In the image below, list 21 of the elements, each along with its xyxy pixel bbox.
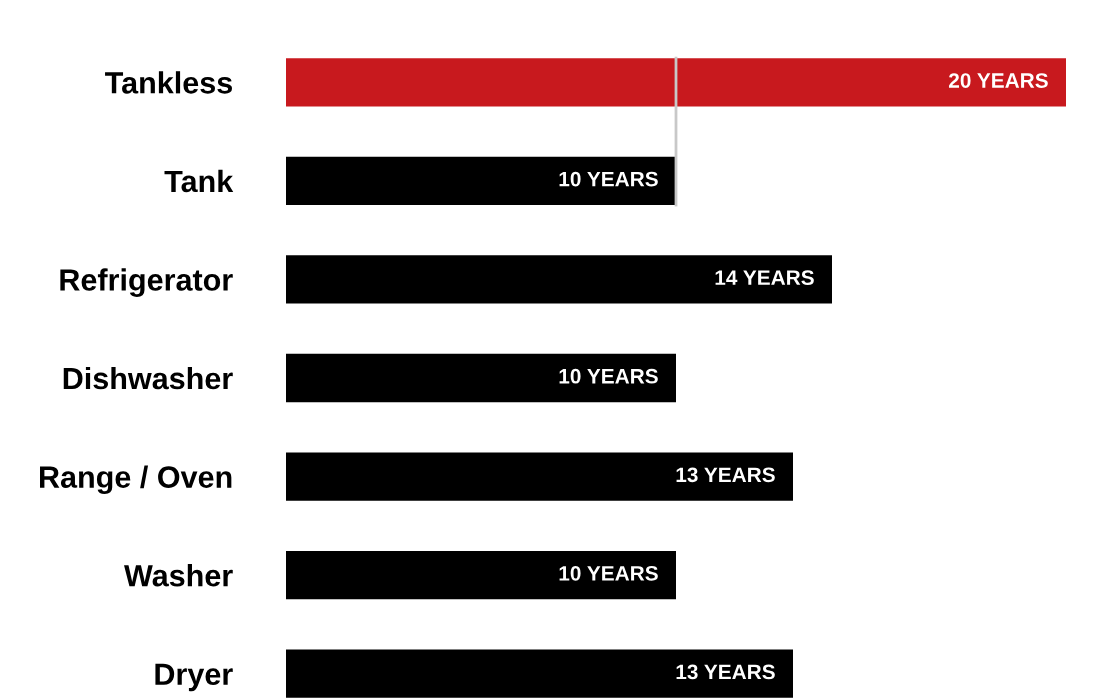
y-tick-label: Washer [124,564,233,587]
data-label: 10 YEARS [559,368,658,384]
bar [286,353,676,403]
bar [286,58,1066,107]
bar [286,156,676,206]
data-label: 13 YEARS [676,664,775,680]
y-tick-label: Refrigerator [60,268,233,297]
data-label: 20 YEARS [948,73,1048,88]
y-tick-label: Tank [164,169,234,193]
bar [286,649,793,698]
y-tick-label: Range / Oven [40,465,232,495]
bar [286,550,676,600]
data-label: 10 YEARS [559,565,658,581]
bar [286,255,832,304]
data-label: 14 YEARS [715,270,814,286]
y-tick-label: Tankless [105,71,232,94]
y-tick-label: Dryer [155,663,233,692]
y-tick-label: Dishwasher [63,366,233,390]
data-label: 13 YEARS [676,467,775,483]
bar [286,452,793,501]
data-label: 10 YEARS [559,171,658,187]
